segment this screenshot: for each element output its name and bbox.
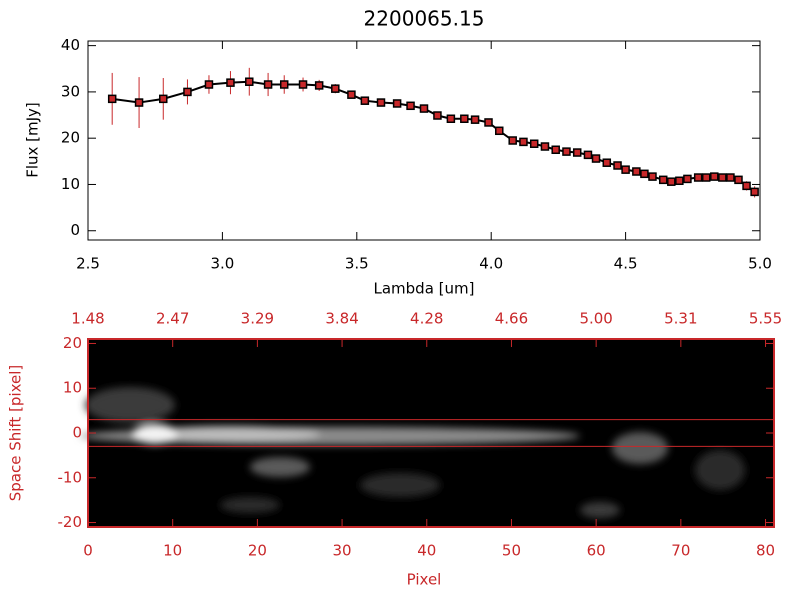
x-tick-label: 60 — [587, 542, 606, 560]
x-tick-label: 3.5 — [345, 255, 369, 273]
x-tick-label: 5.0 — [748, 255, 772, 273]
marker — [613, 161, 622, 170]
chart-title: 2200065.15 — [364, 7, 485, 31]
marker — [742, 181, 751, 191]
x-tick-label: 10 — [163, 542, 182, 560]
marker — [667, 177, 676, 186]
marker — [347, 90, 356, 99]
marker — [583, 150, 593, 160]
y-tick-label: 30 — [61, 82, 80, 100]
marker — [648, 172, 657, 181]
marker — [263, 80, 273, 89]
x-tick-label: 4.5 — [614, 255, 638, 273]
x-tick-label: 0 — [83, 542, 93, 560]
marker — [419, 104, 429, 113]
marker — [134, 98, 144, 107]
x-tick-label: 40 — [417, 542, 436, 560]
marker — [508, 136, 517, 145]
marker — [183, 87, 192, 97]
marker — [710, 172, 719, 181]
x-axis-label: Pixel — [407, 571, 442, 589]
marker — [591, 154, 601, 163]
marker — [298, 80, 308, 89]
marker — [640, 169, 649, 179]
marker — [446, 114, 456, 123]
x2-tick-label: 1.48 — [71, 310, 104, 328]
marker — [529, 139, 539, 148]
marker — [572, 148, 582, 157]
x-tick-label: 50 — [502, 542, 521, 560]
marker — [495, 126, 504, 136]
marker — [159, 94, 168, 104]
x2-tick-label: 4.66 — [495, 310, 528, 328]
marker — [376, 98, 386, 107]
x-tick-label: 70 — [671, 542, 690, 560]
marker — [693, 173, 703, 182]
marker — [226, 78, 235, 87]
marker — [433, 111, 442, 120]
marker — [360, 96, 370, 105]
y-tick-label: 0 — [72, 424, 82, 442]
x-tick-label: 20 — [248, 542, 267, 560]
marker — [484, 118, 493, 127]
marker — [734, 175, 743, 185]
y-tick-label: 0 — [70, 221, 80, 239]
x2-tick-label: 2.47 — [156, 310, 189, 328]
marker — [562, 147, 571, 156]
plot-frame — [87, 40, 761, 241]
y-tick-label: 40 — [61, 36, 80, 54]
x2-tick-label: 3.29 — [241, 310, 274, 328]
marker — [683, 174, 692, 184]
marker — [718, 173, 727, 182]
x-tick-label: 3.0 — [210, 255, 234, 273]
marker — [750, 187, 759, 197]
marker — [701, 173, 711, 182]
x2-tick-label: 3.84 — [325, 310, 358, 328]
marker — [519, 137, 528, 147]
y-tick-label: -10 — [58, 468, 83, 486]
marker — [551, 145, 560, 155]
marker — [107, 94, 117, 104]
data-line — [112, 80, 756, 193]
y-axis-label: Space Shift [pixel] — [7, 365, 25, 502]
marker — [602, 158, 612, 167]
marker — [726, 173, 735, 182]
x2-tick-label: 4.28 — [410, 310, 443, 328]
x2-tick-label: 5.31 — [664, 310, 697, 328]
x-tick-label: 30 — [333, 542, 352, 560]
x2-tick-label: 5.55 — [749, 310, 782, 328]
marker — [392, 99, 402, 108]
x2-tick-label: 5.00 — [579, 310, 612, 328]
marker — [314, 81, 324, 90]
marker — [204, 80, 214, 89]
y-tick-label: 20 — [61, 129, 80, 147]
marker — [675, 176, 684, 186]
marker — [245, 77, 254, 86]
marker — [460, 114, 469, 123]
x-tick-label: 4.0 — [479, 255, 503, 273]
marker — [470, 115, 480, 124]
marker — [540, 142, 550, 151]
y-tick-label: -20 — [58, 513, 83, 531]
x-axis-label: Lambda [um] — [374, 280, 475, 298]
x-tick-label: 80 — [756, 542, 775, 560]
marker — [621, 165, 630, 174]
marker — [658, 175, 668, 185]
y-tick-label: 10 — [63, 379, 82, 397]
y-axis-label: Flux [mJy] — [24, 102, 42, 178]
marker — [331, 84, 340, 93]
y-tick-label: 10 — [61, 175, 80, 193]
marker — [279, 80, 289, 89]
y-tick-label: 20 — [63, 334, 82, 352]
marker — [632, 167, 641, 176]
x-tick-label: 2.5 — [76, 255, 100, 273]
image — [80, 339, 774, 527]
marker — [406, 101, 415, 111]
